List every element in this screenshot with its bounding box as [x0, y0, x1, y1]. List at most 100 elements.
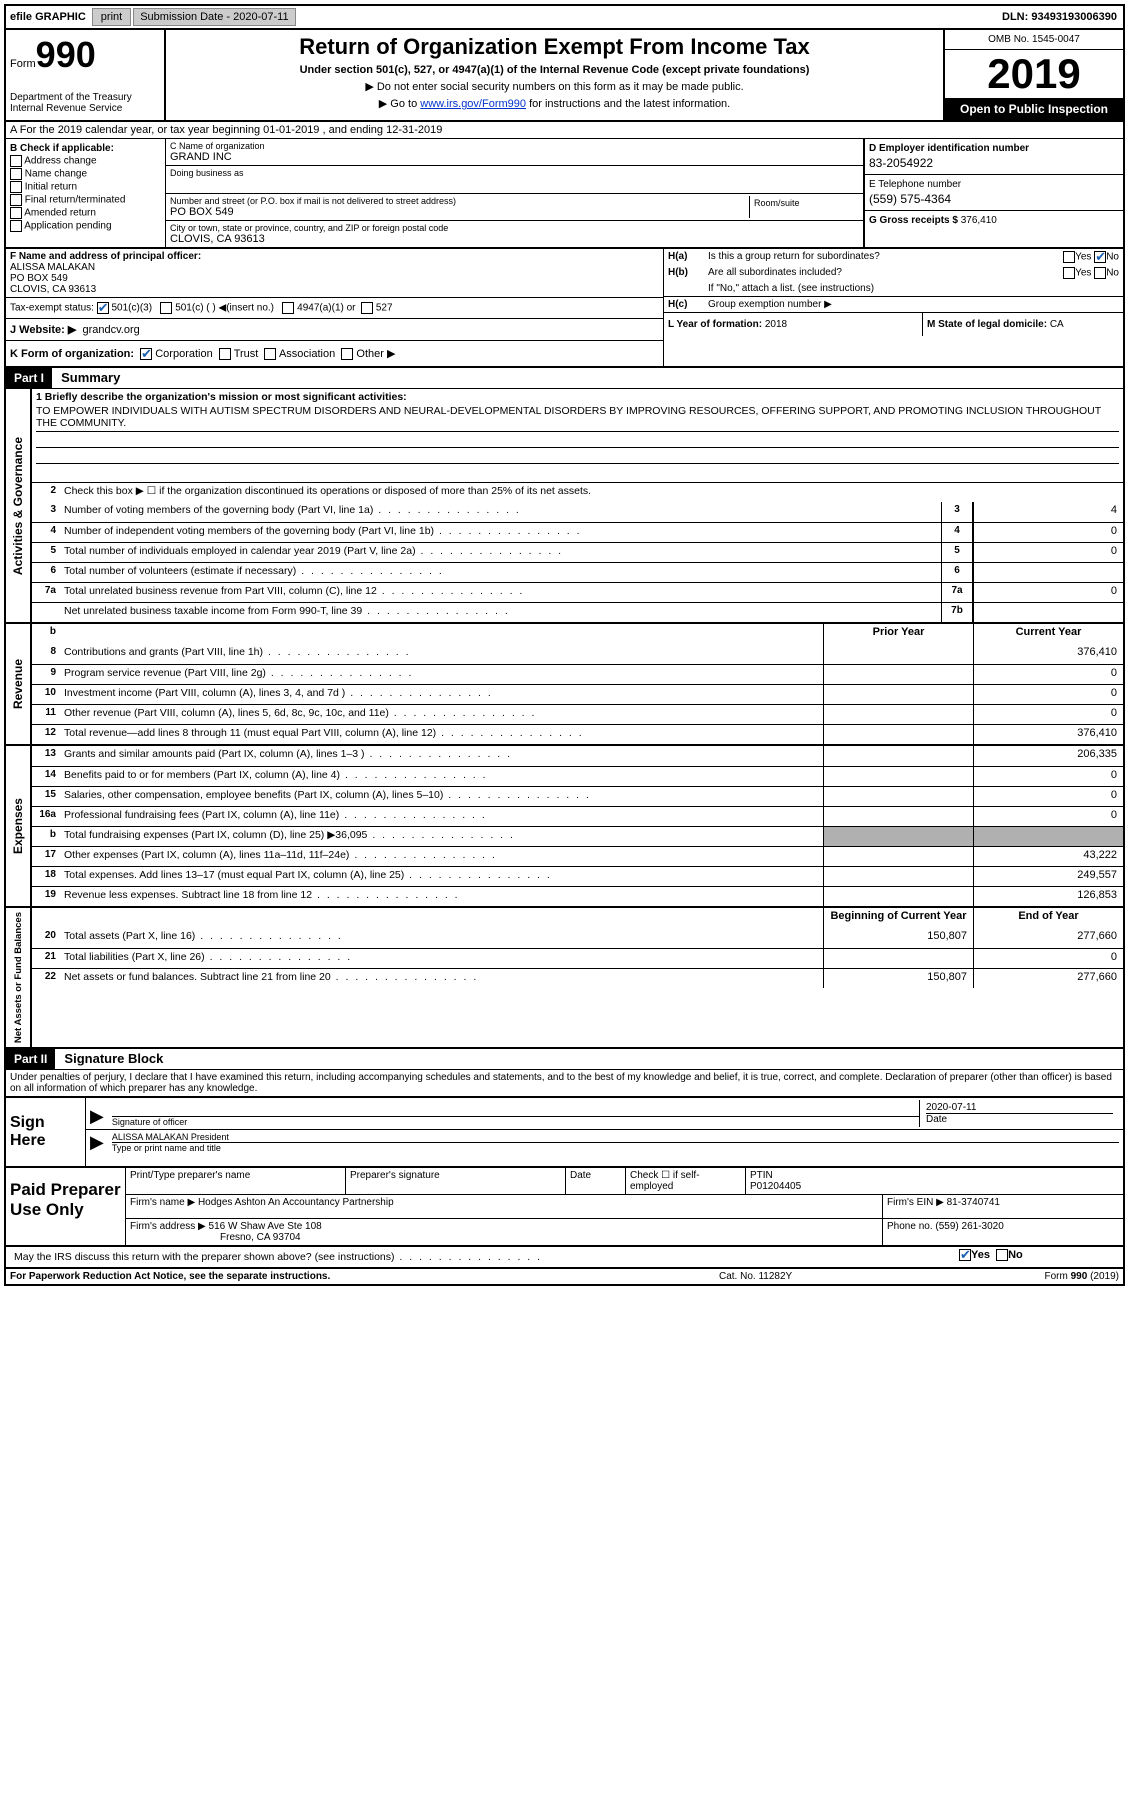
col-end: End of Year	[973, 908, 1123, 928]
prep-name-label: Print/Type preparer's name	[126, 1168, 346, 1194]
ein-value: 83-2054922	[869, 156, 1119, 170]
part1-header: Part I Summary	[6, 368, 1123, 389]
summary-line: 19Revenue less expenses. Subtract line 1…	[32, 886, 1123, 906]
footer-left: For Paperwork Reduction Act Notice, see …	[10, 1271, 719, 1282]
form-subtitle: Under section 501(c), 527, or 4947(a)(1)…	[170, 64, 939, 76]
summary-line: 17Other expenses (Part IX, column (A), l…	[32, 846, 1123, 866]
firm-ein: 81-3740741	[947, 1197, 1000, 1208]
summary-line: 14Benefits paid to or for members (Part …	[32, 766, 1123, 786]
dept-label: Department of the Treasury Internal Reve…	[10, 92, 160, 114]
room-label: Room/suite	[749, 196, 859, 218]
hc-label: H(c)	[668, 299, 708, 310]
org-name: GRAND INC	[170, 151, 859, 163]
sig-date-val: 2020-07-11	[926, 1102, 1113, 1113]
summary-rev: Revenue bPrior YearCurrent Year 8Contrib…	[6, 622, 1123, 744]
print-button[interactable]: print	[92, 8, 131, 26]
tax-year: 2019	[945, 50, 1123, 98]
line2: Check this box ▶ ☐ if the organization d…	[60, 483, 1123, 502]
summary-line: 5Total number of individuals employed in…	[32, 542, 1123, 562]
arrow-icon: ▶	[90, 1106, 104, 1127]
phone-value: (559) 575-4364	[869, 192, 1119, 206]
form-title: Return of Organization Exempt From Incom…	[170, 34, 939, 60]
gross-label: G Gross receipts $	[869, 215, 958, 226]
hb-label: H(b)	[668, 267, 708, 279]
summary-line: 9Program service revenue (Part VIII, lin…	[32, 664, 1123, 684]
hb-note: If "No," attach a list. (see instruction…	[664, 281, 1123, 296]
chk-501c3[interactable]	[97, 302, 109, 314]
summary-line: 7aTotal unrelated business revenue from …	[32, 582, 1123, 602]
discuss-row: May the IRS discuss this return with the…	[6, 1247, 1123, 1269]
ein-label: D Employer identification number	[869, 143, 1119, 154]
chk-527[interactable]	[361, 302, 373, 314]
summary-line: 6Total number of volunteers (estimate if…	[32, 562, 1123, 582]
gross-value: 376,410	[961, 215, 997, 226]
chk-final: Final return/terminated	[10, 194, 161, 206]
chk-initial: Initial return	[10, 181, 161, 193]
exp-label: Expenses	[9, 794, 27, 858]
summary-line: 15Salaries, other compensation, employee…	[32, 786, 1123, 806]
open-inspection: Open to Public Inspection	[945, 98, 1123, 120]
chk-trust[interactable]	[219, 348, 231, 360]
col-current: Current Year	[973, 624, 1123, 644]
summary-line: 11Other revenue (Part VIII, column (A), …	[32, 704, 1123, 724]
summary-line: Net unrelated business taxable income fr…	[32, 602, 1123, 622]
c-name-label: C Name of organization	[170, 141, 859, 151]
summary-line: 4Number of independent voting members of…	[32, 522, 1123, 542]
org-addr: PO BOX 549	[170, 206, 749, 218]
hc-text: Group exemption number ▶	[708, 299, 1119, 310]
sig-declaration: Under penalties of perjury, I declare th…	[6, 1070, 1123, 1096]
dln-label: DLN: 93493193006390	[996, 9, 1123, 25]
city-label: City or town, state or province, country…	[170, 223, 859, 233]
section-bcd: B Check if applicable: Address change Na…	[6, 139, 1123, 249]
chk-assoc[interactable]	[264, 348, 276, 360]
ptin-value: P01204405	[750, 1181, 1119, 1192]
section-fhjk: F Name and address of principal officer:…	[6, 249, 1123, 368]
firm-addr1: 516 W Shaw Ave Ste 108	[209, 1221, 322, 1232]
summary-line: 18Total expenses. Add lines 13–17 (must …	[32, 866, 1123, 886]
summary-line: 3Number of voting members of the governi…	[32, 502, 1123, 522]
state-domicile: CA	[1050, 319, 1064, 330]
summary-line: 8Contributions and grants (Part VIII, li…	[32, 644, 1123, 664]
chk-discuss-yes[interactable]	[959, 1249, 971, 1261]
summary-line: bTotal fundraising expenses (Part IX, co…	[32, 826, 1123, 846]
prep-sig-label: Preparer's signature	[346, 1168, 566, 1194]
omb-number: OMB No. 1545-0047	[945, 30, 1123, 50]
summary-line: 12Total revenue—add lines 8 through 11 (…	[32, 724, 1123, 744]
summary-line: 16aProfessional fundraising fees (Part I…	[32, 806, 1123, 826]
f-label: F Name and address of principal officer:	[10, 251, 659, 262]
form-label: Form	[10, 58, 36, 70]
firm-phone: (559) 261-3020	[935, 1221, 1003, 1232]
addr-label: Number and street (or P.O. box if mail i…	[170, 196, 749, 206]
chk-amended: Amended return	[10, 207, 161, 219]
rev-label: Revenue	[9, 655, 27, 713]
chk-4947[interactable]	[282, 302, 294, 314]
summary-exp: Expenses 13Grants and similar amounts pa…	[6, 744, 1123, 906]
hb-text: Are all subordinates included?	[708, 267, 999, 279]
chk-501c[interactable]	[160, 302, 172, 314]
phone-label: E Telephone number	[869, 179, 1119, 190]
chk-other[interactable]	[341, 348, 353, 360]
ha-label: H(a)	[668, 251, 708, 263]
form-header: Form990 Department of the Treasury Inter…	[6, 30, 1123, 122]
efile-label: efile GRAPHIC	[6, 9, 90, 25]
firm-addr2: Fresno, CA 93704	[220, 1232, 301, 1243]
chk-discuss-no[interactable]	[996, 1249, 1008, 1261]
dba-label: Doing business as	[170, 168, 859, 178]
tax-status-row: Tax-exempt status: 501(c)(3) 501(c) ( ) …	[6, 297, 663, 318]
arrow-icon: ▶	[90, 1132, 104, 1153]
chk-corp[interactable]	[140, 348, 152, 360]
submission-date: Submission Date - 2020-07-11	[133, 8, 295, 26]
chk-pending: Application pending	[10, 220, 161, 232]
prep-date-label: Date	[566, 1168, 626, 1194]
row-a: A For the 2019 calendar year, or tax yea…	[6, 122, 1123, 139]
top-bar: efile GRAPHIC print Submission Date - 20…	[6, 6, 1123, 30]
chk-name: Name change	[10, 168, 161, 180]
instr-2: ▶ Go to www.irs.gov/Form990 for instruct…	[170, 97, 939, 110]
col-prior: Prior Year	[823, 624, 973, 644]
footer-cat: Cat. No. 11282Y	[719, 1271, 919, 1282]
ag-label: Activities & Governance	[9, 433, 27, 579]
k-row: K Form of organization: Corporation Trus…	[6, 340, 663, 366]
page-footer: For Paperwork Reduction Act Notice, see …	[6, 1269, 1123, 1284]
irs-link[interactable]: www.irs.gov/Form990	[420, 98, 526, 110]
sig-name: ALISSA MALAKAN President	[112, 1132, 1119, 1142]
